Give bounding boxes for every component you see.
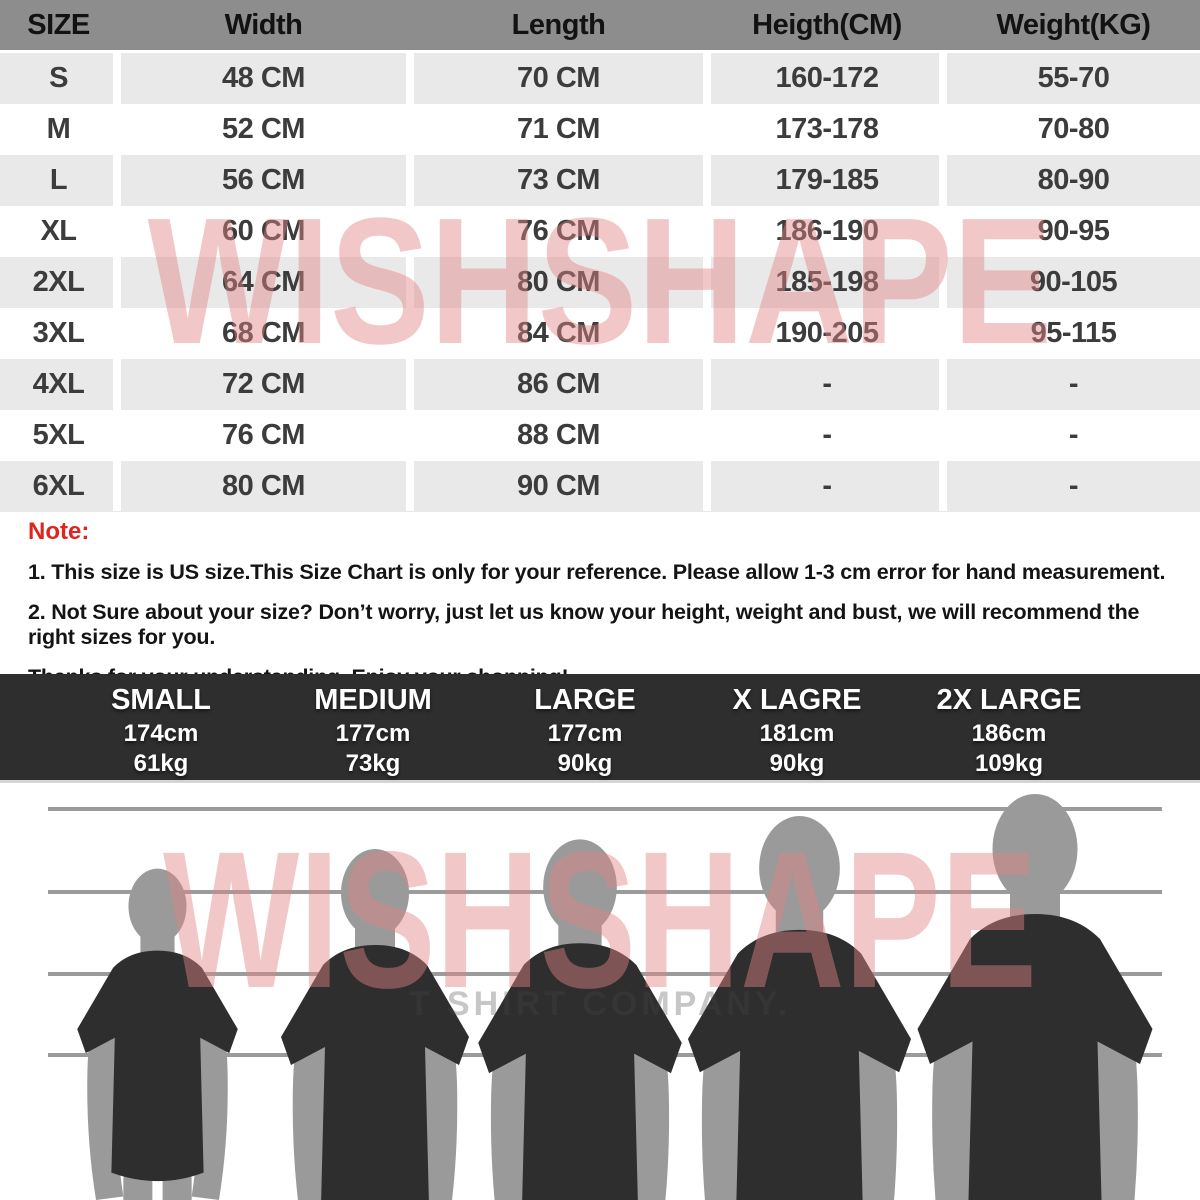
table-cell: 56 CM (117, 155, 410, 206)
table-cell: M (46, 113, 71, 145)
table-cell: 4XL (0, 359, 117, 410)
table-cell: 64 CM (117, 257, 410, 308)
band-item-xlarge: X LAGRE 181cm 90kg (691, 684, 903, 780)
column-separator (113, 53, 121, 511)
band-height: 181cm (759, 719, 835, 747)
height-line (48, 807, 1162, 811)
table-cell: 90-95 (1037, 215, 1110, 247)
table-cell: L (0, 155, 117, 206)
table-cell: 76 CM (517, 215, 600, 247)
band-weight: 109kg (974, 750, 1044, 778)
column-separator (703, 53, 711, 511)
table-cell: - (947, 359, 1200, 410)
table-cell: 90 CM (410, 461, 707, 512)
table-cell: 70-80 (1037, 113, 1110, 145)
band-item-large: LARGE 177cm 90kg (479, 684, 691, 780)
silhouette-2xlarge (917, 794, 1153, 1200)
table-cell: 185-198 (707, 257, 947, 308)
band-label: LARGE (534, 684, 636, 716)
band-height: 177cm (335, 719, 411, 747)
table-cell: - (822, 419, 832, 451)
column-separator (406, 53, 414, 511)
silhouette-medium (281, 849, 469, 1200)
col-header-width: Width (117, 0, 410, 53)
band-label: 2X LARGE (936, 684, 1082, 716)
table-cell: 2XL (0, 257, 117, 308)
table-cell: 55-70 (947, 53, 1200, 104)
col-header-length: Length (410, 0, 707, 53)
band-label: MEDIUM (314, 684, 432, 716)
silhouette-xlarge (687, 815, 912, 1200)
band-weight: 90kg (557, 750, 613, 778)
band-item-2xlarge: 2X LARGE 186cm 109kg (903, 684, 1115, 780)
table-cell: 90-105 (947, 257, 1200, 308)
band-height: 177cm (547, 719, 623, 747)
table-cell: 86 CM (410, 359, 707, 410)
table-cell: - (1068, 419, 1079, 451)
band-item-small: SMALL 174cm 61kg (55, 684, 267, 780)
table-cell: XL (40, 215, 77, 247)
table-cell: 52 CM (222, 113, 305, 145)
table-cell: 160-172 (707, 53, 947, 104)
table-cell: 88 CM (517, 419, 600, 451)
band-weight: 90kg (769, 750, 825, 778)
band-label: SMALL (111, 684, 211, 716)
col-header-size: SIZE (0, 0, 117, 53)
table-cell: 84 CM (517, 317, 600, 349)
table-cell: 80-90 (947, 155, 1200, 206)
silhouette-small (77, 868, 238, 1200)
table-cell: 72 CM (117, 359, 410, 410)
table-cell: - (947, 461, 1200, 512)
table-cell: 95-115 (1030, 317, 1117, 349)
table-cell: 80 CM (117, 461, 410, 512)
table-cell: - (707, 359, 947, 410)
table-cell: 68 CM (222, 317, 305, 349)
table-cell: 179-185 (707, 155, 947, 206)
band-item-medium: MEDIUM 177cm 73kg (267, 684, 479, 780)
column-separator (939, 53, 947, 511)
band-weight: 61kg (133, 750, 189, 778)
note-title: Note: (28, 518, 90, 545)
model-size-band: SMALL 174cm 61kg MEDIUM 177cm 73kg LARGE… (0, 674, 1200, 783)
band-label: X LAGRE (732, 684, 862, 716)
table-cell: 60 CM (222, 215, 305, 247)
table-cell: - (707, 461, 947, 512)
table-cell: 73 CM (410, 155, 707, 206)
table-cell: 3XL (32, 317, 85, 349)
band-height: 186cm (971, 719, 1047, 747)
silhouette-large (478, 839, 682, 1200)
note-line-2: 2. Not Sure about your size? Don’t worry… (28, 600, 1140, 649)
table-cell: 186-190 (775, 215, 879, 247)
size-table: SIZE Width Length Heigth(CM) Weight(KG) … (0, 0, 1200, 512)
height-lineup: WISHSHAPE T SHIRT COMPANY. (0, 787, 1200, 1200)
col-header-weight: Weight(KG) (947, 0, 1200, 53)
band-height: 174cm (123, 719, 199, 747)
table-cell: 5XL (32, 419, 85, 451)
table-cell: 6XL (0, 461, 117, 512)
band-weight: 73kg (345, 750, 401, 778)
table-cell: 190-205 (775, 317, 879, 349)
table-cell: 70 CM (410, 53, 707, 104)
note-line-1: 1. This size is US size.This Size Chart … (28, 560, 1166, 584)
table-cell: S (0, 53, 117, 104)
table-cell: 173-178 (775, 113, 879, 145)
table-cell: 48 CM (117, 53, 410, 104)
table-cell: 76 CM (222, 419, 305, 451)
table-cell: 80 CM (410, 257, 707, 308)
table-cell: 71 CM (517, 113, 600, 145)
col-header-height: Heigth(CM) (707, 0, 947, 53)
